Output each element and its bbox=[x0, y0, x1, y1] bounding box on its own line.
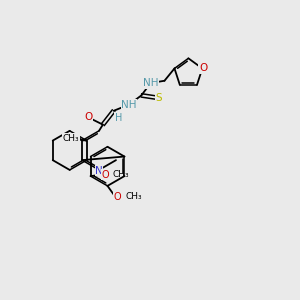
Text: O: O bbox=[114, 192, 121, 202]
Text: NH: NH bbox=[121, 100, 137, 110]
Text: CH₃: CH₃ bbox=[63, 134, 79, 143]
Text: H: H bbox=[115, 113, 122, 123]
Text: O: O bbox=[101, 169, 109, 180]
Text: O: O bbox=[84, 112, 92, 122]
Text: S: S bbox=[156, 93, 162, 103]
Text: NH: NH bbox=[143, 78, 158, 88]
Text: N: N bbox=[95, 166, 103, 176]
Text: CH₃: CH₃ bbox=[113, 170, 130, 179]
Text: CH₃: CH₃ bbox=[125, 192, 142, 201]
Text: O: O bbox=[199, 63, 207, 74]
